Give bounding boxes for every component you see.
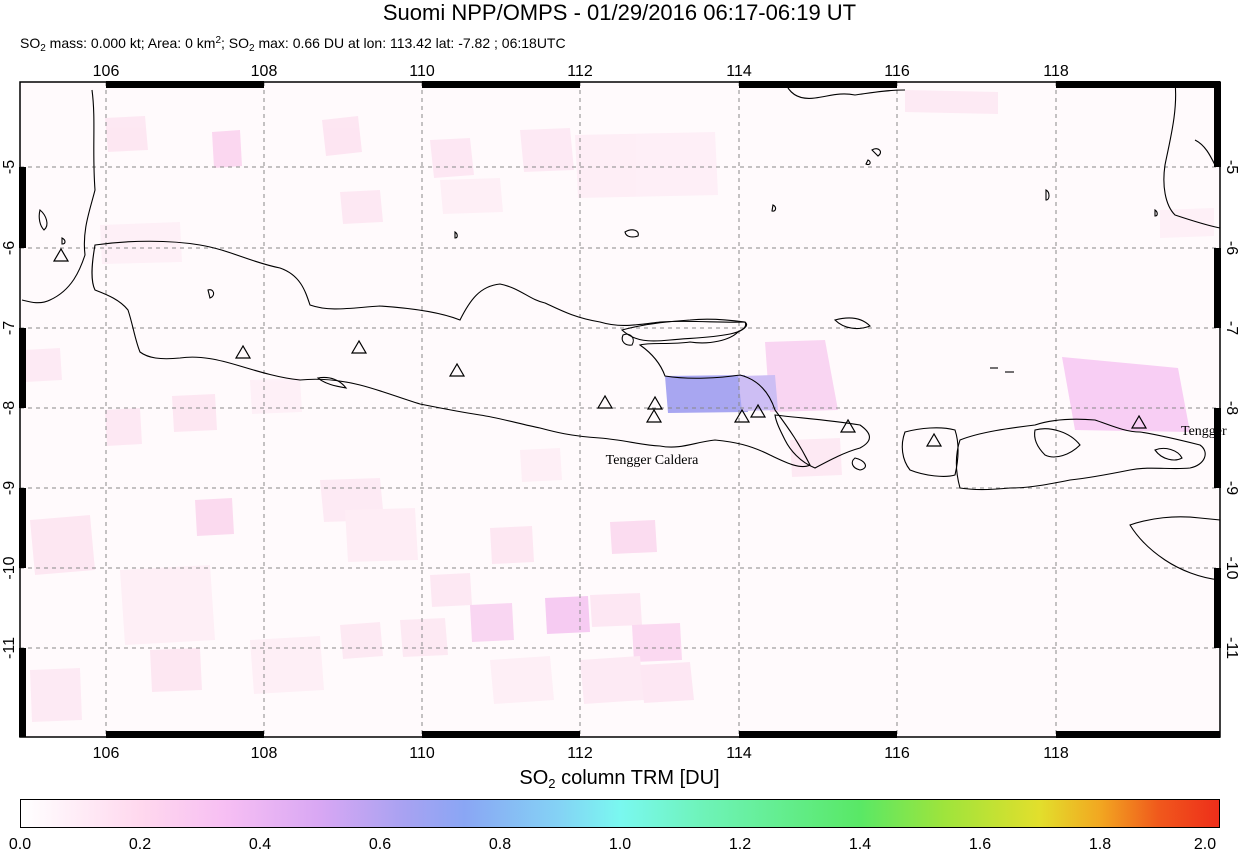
so2-pixels [24, 90, 1214, 722]
colorbar-tick: 1.6 [968, 836, 992, 853]
volcano-marker [1130, 414, 1148, 429]
colorbar-tick: 0.2 [128, 836, 152, 853]
volcano-marker [52, 247, 70, 262]
lat-label: -6 [1, 241, 18, 255]
volcano-label: Tengger Caldera [606, 453, 699, 468]
lon-label: 110 [409, 63, 435, 80]
lon-label: 116 [884, 745, 910, 762]
lon-label: 118 [1043, 745, 1069, 762]
volcano-marker [596, 394, 614, 409]
colorbar-tick: 1.8 [1088, 836, 1112, 853]
lat-label: -7 [1223, 321, 1239, 335]
volcano-marker [350, 339, 368, 354]
colorbar-tick: 1.2 [728, 836, 752, 853]
volcano-marker [749, 403, 767, 418]
frame-border-bars [19, 81, 1221, 738]
colorbar-tick: 0.4 [248, 836, 272, 853]
colorbar [20, 799, 1220, 828]
lon-label: 112 [567, 63, 593, 80]
colorbar-tick: 2.0 [1193, 836, 1217, 853]
lat-label: -6 [1223, 241, 1239, 255]
lon-label: 114 [726, 745, 752, 762]
lon-label: 106 [93, 63, 120, 80]
lon-labels-top: 106 108 110 112 114 116 118 [93, 63, 1069, 80]
lon-label: 106 [93, 745, 120, 762]
lon-label: 116 [884, 63, 910, 80]
volcano-markers [52, 247, 1148, 447]
lat-label: -5 [1, 160, 18, 174]
colorbar-tick: 0.6 [368, 836, 392, 853]
colorbar-tick: 0.0 [8, 836, 32, 853]
lat-label: -8 [1223, 401, 1239, 415]
volcano-marker [839, 418, 857, 433]
volcano-marker [925, 432, 943, 447]
lat-label: -11 [1223, 637, 1239, 659]
coastlines [21, 81, 1221, 581]
map-title: Suomi NPP/OMPS - 01/29/2016 06:17-06:19 … [382, 0, 857, 25]
colorbar-tick: 1.0 [608, 836, 632, 853]
lat-label: -9 [1, 481, 18, 495]
so2-statistics: SO2 mass: 0.000 kt; Area: 0 km2; SO2 max… [20, 35, 566, 54]
colorbar-tick: 1.4 [848, 836, 872, 853]
lat-label: -9 [1223, 481, 1239, 495]
graticule [20, 82, 1220, 737]
volcano-marker [733, 408, 751, 423]
lat-label: -10 [1, 556, 18, 579]
colorbar-tick: 0.8 [488, 836, 512, 853]
lat-label: -8 [1, 401, 18, 415]
lon-label: 118 [1043, 63, 1069, 80]
lon-label: 112 [567, 745, 593, 762]
lon-label: 108 [251, 745, 278, 762]
lat-label: -11 [1, 637, 18, 659]
volcano-marker [234, 344, 252, 359]
colorbar-title: SO2 column TRM [DU] [519, 767, 720, 791]
lon-label: 108 [251, 63, 278, 80]
lat-labels-right: -5 -6 -7 -8 -9 -10 -11 [1223, 160, 1239, 659]
lat-label: -7 [1, 321, 18, 335]
lon-label: 110 [409, 745, 435, 762]
lat-label: -5 [1223, 160, 1239, 174]
lat-labels-left: -5 -6 -7 -8 -9 -10 -11 [1, 160, 18, 659]
volcano-marker [448, 362, 466, 377]
lon-labels-bottom: 106 108 110 112 114 116 118 [93, 745, 1069, 762]
volcano-marker [645, 408, 663, 423]
map-panel: Tengger Caldera Tengger 106 108 110 112 … [1, 63, 1239, 762]
lat-label: -10 [1223, 556, 1239, 579]
volcano-marker [646, 395, 664, 410]
lon-label: 114 [726, 63, 752, 80]
